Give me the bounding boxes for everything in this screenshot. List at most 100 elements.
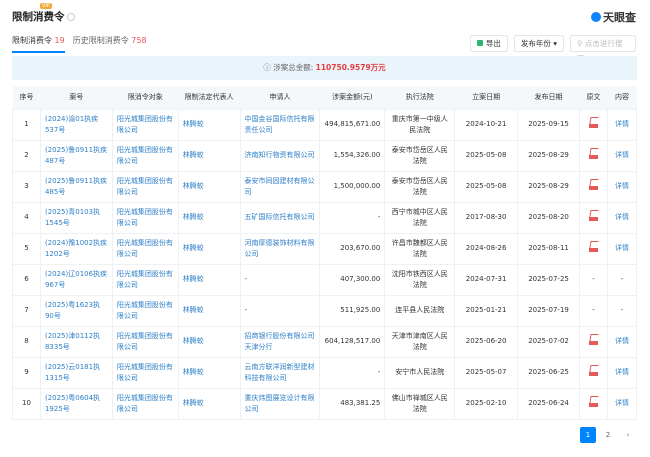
cell-original xyxy=(578,201,608,234)
page-2-button[interactable]: 2 xyxy=(605,431,611,439)
cell-filed: 2024-07-31 xyxy=(454,263,519,296)
brand-text: 天眼查 xyxy=(603,11,636,24)
cell-no: 7 xyxy=(12,294,41,327)
cell-target[interactable]: 阳光城集团股份有限公司 xyxy=(111,170,179,203)
detail-link[interactable]: 详情 xyxy=(606,170,638,203)
cell-applicant[interactable]: 招商银行股份有限公司天津分行 xyxy=(239,325,321,358)
cell-applicant[interactable]: 重庆炜图展览设计有限公司 xyxy=(239,387,321,420)
cell-rep[interactable]: 林腾蛟 xyxy=(177,232,241,265)
cell-court: 泰安市岱岳区人民法院 xyxy=(384,139,456,172)
column-header[interactable]: 立案日期 xyxy=(454,86,518,109)
cell-no: 1 xyxy=(12,108,41,141)
cell-case[interactable]: (2025)青0103执1545号 xyxy=(39,201,113,234)
table-row: 5 (2024)豫1002执疾1202号 阳光城集团股份有限公司 林腾蛟 河南厚德装饰材… xyxy=(12,232,638,265)
detail-link[interactable]: 详情 xyxy=(606,325,638,358)
cell-case[interactable]: (2024)辽0106执疾967号 xyxy=(39,263,113,296)
cell-case[interactable]: (2025)云0181执1315号 xyxy=(39,356,113,389)
detail-link[interactable]: 详情 xyxy=(606,356,638,389)
cell-filed: 2025-02-10 xyxy=(454,387,519,420)
cell-case[interactable]: (2025)津0112执8335号 xyxy=(39,325,113,358)
cell-target[interactable]: 阳光城集团股份有限公司 xyxy=(111,325,179,358)
cell-filed: 2017-08-30 xyxy=(454,201,519,234)
cell-rep[interactable]: 林腾蛟 xyxy=(177,294,241,327)
cell-target[interactable]: 阳光城集团股份有限公司 xyxy=(111,387,179,420)
cell-applicant[interactable]: 云南方联洋润新型建材科技有限公司 xyxy=(239,356,321,389)
cell-rep[interactable]: 林腾蛟 xyxy=(177,263,241,296)
column-header[interactable]: 发布日期 xyxy=(517,86,580,109)
cell-court: 佛山市禅城区人民法院 xyxy=(384,387,456,420)
search-input[interactable]: ⚲ 点击进行搜索 xyxy=(570,35,636,63)
pdf-icon[interactable] xyxy=(588,148,598,159)
cell-court: 西宁市城中区人民法院 xyxy=(384,201,456,234)
cell-court: 许昌市魏都区人民法院 xyxy=(384,232,456,265)
pdf-icon[interactable] xyxy=(588,334,598,345)
table-row: 2 (2025)鲁0911执疾487号 阳光城集团股份有限公司 林腾蛟 济南知行物资有限… xyxy=(12,139,638,172)
cell-applicant[interactable]: 泰安市同固建材有限公司 xyxy=(239,170,321,203)
cell-published: 2025-09-15 xyxy=(517,108,580,141)
cell-case[interactable]: (2025)粤1623执90号 xyxy=(39,294,113,327)
summary-value: 110750.9579万元 xyxy=(315,63,386,72)
cell-no: 8 xyxy=(12,325,41,358)
cell-case[interactable]: (2025)鲁0911执疾487号 xyxy=(39,139,113,172)
page-1-button[interactable]: 1 xyxy=(580,427,596,443)
cell-applicant[interactable]: 济南知行物资有限公司 xyxy=(239,139,321,172)
cell-case[interactable]: (2025)鲁0911执疾485号 xyxy=(39,170,113,203)
column-header: 内容 xyxy=(607,86,637,109)
export-button[interactable]: 导出 xyxy=(469,35,508,52)
tab-current[interactable]: 限制消费令 19 xyxy=(12,35,65,53)
cell-no: 2 xyxy=(12,139,41,172)
detail-link: - xyxy=(606,294,638,327)
cell-rep[interactable]: 林腾蛟 xyxy=(177,108,241,141)
cell-target[interactable]: 阳光城集团股份有限公司 xyxy=(111,232,179,265)
cell-rep[interactable]: 林腾蛟 xyxy=(177,170,241,203)
cell-court: 连平县人民法院 xyxy=(384,294,456,327)
detail-link[interactable]: 详情 xyxy=(606,139,638,172)
cell-target[interactable]: 阳光城集团股份有限公司 xyxy=(111,294,179,327)
detail-link[interactable]: 详情 xyxy=(606,387,638,420)
table-row: 9 (2025)云0181执1315号 阳光城集团股份有限公司 林腾蛟 云南方联洋润新型… xyxy=(12,356,638,389)
year-filter-dropdown[interactable]: 发布年份 ▾ xyxy=(513,35,564,52)
column-header: 申请人 xyxy=(240,86,320,109)
column-header[interactable]: 涉案金额(元) xyxy=(319,86,385,109)
detail-link[interactable]: 详情 xyxy=(606,232,638,265)
cell-case[interactable]: (2025)粤0604执1925号 xyxy=(39,387,113,420)
cell-original xyxy=(578,108,608,141)
pdf-icon[interactable] xyxy=(588,210,598,221)
cell-amount: - xyxy=(319,201,386,234)
tab-count: 758 xyxy=(131,36,147,45)
page-title: 限制消费令 xyxy=(12,9,75,24)
cell-rep[interactable]: 林腾蛟 xyxy=(177,356,241,389)
help-icon[interactable] xyxy=(66,13,75,21)
cell-filed: 2025-06-20 xyxy=(454,325,519,358)
cell-target[interactable]: 阳光城集团股份有限公司 xyxy=(111,263,179,296)
detail-link[interactable]: 详情 xyxy=(606,108,638,141)
pagination: 1 2 › xyxy=(580,427,636,443)
cell-published: 2025-08-11 xyxy=(517,232,580,265)
cell-rep[interactable]: 林腾蛟 xyxy=(177,387,241,420)
pdf-icon[interactable] xyxy=(588,241,598,252)
tab-count: 19 xyxy=(54,36,65,45)
cell-rep[interactable]: 林腾蛟 xyxy=(177,139,241,172)
cell-rep[interactable]: 林腾蛟 xyxy=(177,201,241,234)
pdf-icon[interactable] xyxy=(588,117,598,128)
cell-target[interactable]: 阳光城集团股份有限公司 xyxy=(111,201,179,234)
pdf-icon[interactable] xyxy=(588,365,598,376)
detail-link[interactable]: 详情 xyxy=(606,201,638,234)
table-row: 4 (2025)青0103执1545号 阳光城集团股份有限公司 林腾蛟 五矿国际信托有限… xyxy=(12,201,638,234)
cell-applicant[interactable]: 五矿国际信托有限公司 xyxy=(239,201,321,234)
pdf-icon[interactable] xyxy=(588,179,598,190)
tab-history[interactable]: 历史限制消费令 758 xyxy=(73,35,147,53)
next-page-button[interactable]: › xyxy=(626,431,630,439)
cell-original xyxy=(578,356,608,389)
cell-applicant[interactable]: 河南厚德装饰材料有限公司 xyxy=(239,232,321,265)
cell-target[interactable]: 阳光城集团股份有限公司 xyxy=(111,108,179,141)
cell-filed: 2024-10-21 xyxy=(454,108,519,141)
pdf-icon[interactable] xyxy=(588,396,598,407)
cell-target[interactable]: 阳光城集团股份有限公司 xyxy=(111,356,179,389)
cell-target[interactable]: 阳光城集团股份有限公司 xyxy=(111,139,179,172)
cell-original: - xyxy=(578,294,608,327)
cell-case[interactable]: (2024)豫1002执疾1202号 xyxy=(39,232,113,265)
cell-rep[interactable]: 林腾蛟 xyxy=(177,325,241,358)
cell-applicant[interactable]: 中国金谷国际信托有限责任公司 xyxy=(239,108,321,141)
cell-case[interactable]: (2024)渝01执疾537号 xyxy=(39,108,113,141)
